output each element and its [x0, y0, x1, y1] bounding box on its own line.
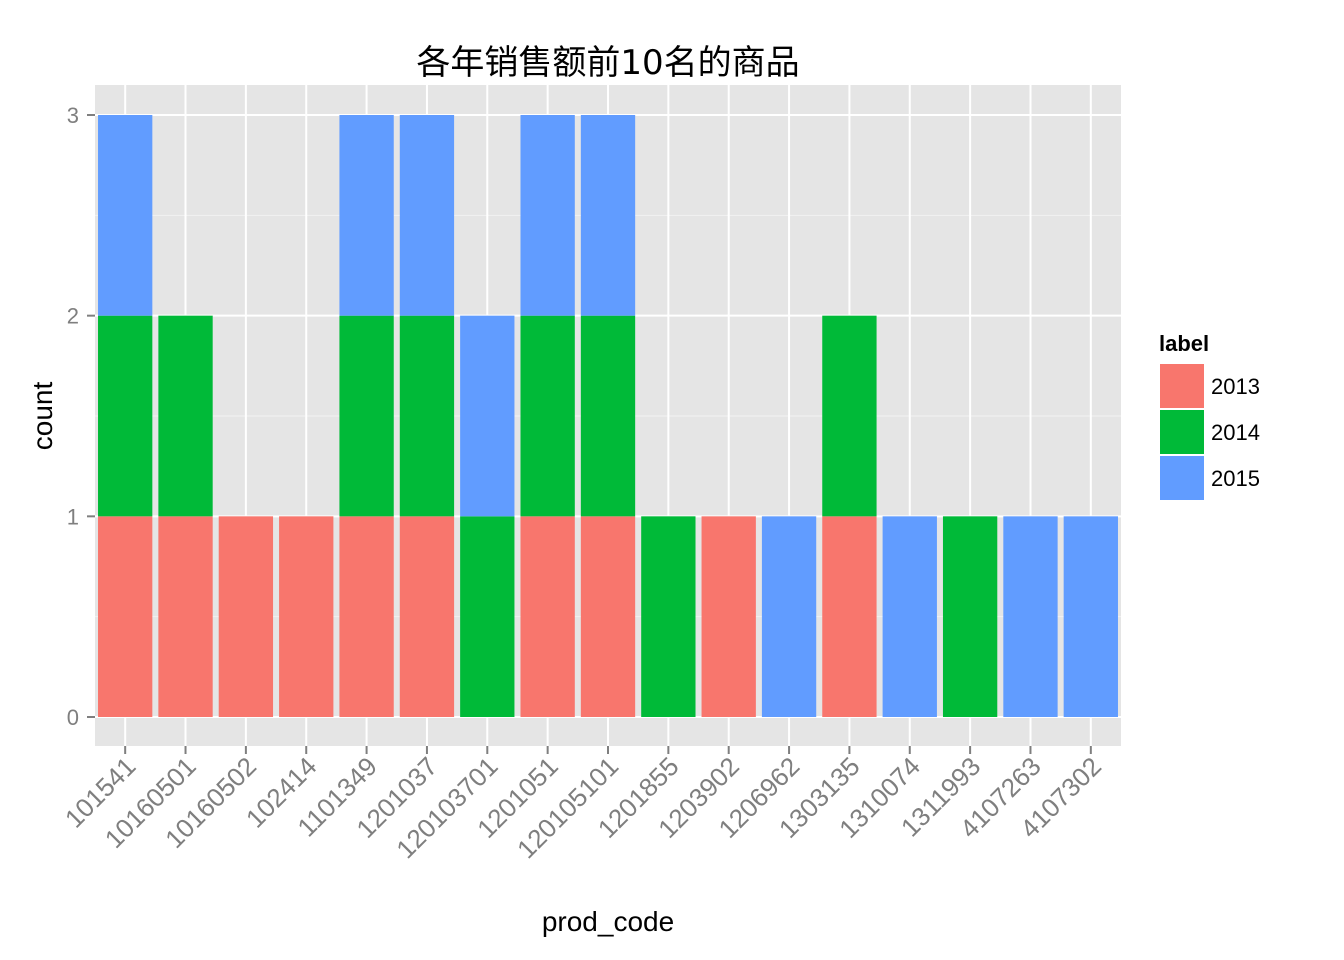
- bar-segment: [641, 516, 696, 717]
- bar-segment: [98, 115, 153, 316]
- legend-title: label: [1159, 331, 1209, 356]
- bar-segment: [158, 315, 213, 517]
- bar-segment: [580, 115, 636, 316]
- y-tick-label: 1: [67, 504, 79, 529]
- bar-segment: [520, 315, 575, 517]
- y-tick-label: 0: [67, 705, 79, 730]
- y-axis-title: count: [27, 382, 58, 451]
- bar-segment: [882, 516, 937, 717]
- bar-segment: [399, 516, 455, 717]
- y-axis: 0 1 2 3: [67, 103, 95, 730]
- bar-segment: [98, 516, 153, 717]
- bar-segment: [158, 516, 213, 717]
- bar-segment: [460, 315, 515, 517]
- y-tick-label: 3: [67, 103, 79, 128]
- bar-segment: [1063, 516, 1118, 717]
- bar-segment: [339, 315, 394, 517]
- legend-key: [1158, 362, 1206, 410]
- legend-label: 2013: [1211, 374, 1260, 399]
- bar-segment: [399, 315, 455, 517]
- x-axis-title: prod_code: [542, 906, 674, 937]
- bar-segment: [1003, 516, 1058, 717]
- bar-segment: [399, 115, 455, 316]
- bar-segment: [761, 516, 817, 717]
- legend: label 2013 2014 2015: [1158, 331, 1260, 502]
- bar-segment: [218, 516, 274, 717]
- x-axis: 1015411016050110160502102414110134912010…: [59, 746, 1107, 864]
- bar-segment: [279, 516, 334, 717]
- bar-segment: [339, 115, 394, 316]
- bar-segment: [822, 516, 877, 717]
- bar-segment: [822, 315, 877, 517]
- bar-segment: [339, 516, 394, 717]
- y-tick-label: 2: [67, 304, 79, 329]
- legend-key: [1158, 454, 1206, 502]
- bar-segment: [520, 115, 575, 316]
- bar-segment: [580, 315, 636, 517]
- bar-segment: [942, 516, 998, 717]
- bar-segment: [460, 516, 515, 717]
- legend-label: 2015: [1211, 466, 1260, 491]
- bar-segment: [520, 516, 575, 717]
- legend-label: 2014: [1211, 420, 1260, 445]
- bars: [98, 115, 1118, 717]
- bar-segment: [580, 516, 636, 717]
- legend-key: [1158, 408, 1206, 456]
- chart-title: 各年销售额前10名的商品: [416, 43, 799, 83]
- bar-segment: [701, 516, 756, 717]
- bar-segment: [98, 315, 153, 517]
